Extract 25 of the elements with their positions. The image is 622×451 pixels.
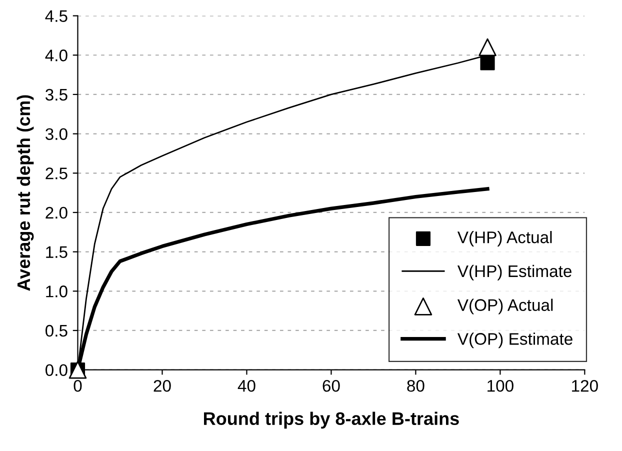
y-tick-label: 3.5 bbox=[45, 88, 68, 101]
y-tick-label: 2.0 bbox=[46, 206, 68, 219]
legend-label: V(HP) Actual bbox=[457, 231, 552, 247]
y-axis-title: Average rut depth (cm) bbox=[16, 95, 34, 291]
x-tick-label: 120 bbox=[572, 380, 598, 392]
x-tick-label: 60 bbox=[322, 380, 340, 392]
point bbox=[480, 56, 495, 70]
y-tick-label: 0.5 bbox=[46, 324, 68, 337]
y-tick-label: 4.0 bbox=[45, 50, 68, 62]
legend-label: V(HP) Estimate bbox=[457, 264, 572, 280]
y-tick-label: 1.5 bbox=[46, 246, 68, 258]
x-tick-label: 80 bbox=[407, 380, 424, 392]
y-tick-label: 4.5 bbox=[45, 10, 68, 22]
legend-label: V(OP) Actual bbox=[457, 298, 553, 314]
x-tick-label: 0 bbox=[74, 380, 82, 392]
y-tick-label: 2.5 bbox=[46, 168, 68, 180]
x-axis-title: Round trips by 8-axle B-trains bbox=[204, 412, 459, 429]
x-tick-label: 40 bbox=[238, 380, 256, 392]
y-tick-label: 0.0 bbox=[46, 364, 68, 376]
x-tick-label: 100 bbox=[488, 380, 514, 392]
point bbox=[478, 38, 496, 56]
y-tick-label: 1.0 bbox=[46, 286, 68, 298]
legend-label: V(OP) Estimate bbox=[457, 332, 572, 348]
x-tick-label: 20 bbox=[154, 380, 171, 392]
y-tick-label: 3.0 bbox=[45, 128, 68, 140]
